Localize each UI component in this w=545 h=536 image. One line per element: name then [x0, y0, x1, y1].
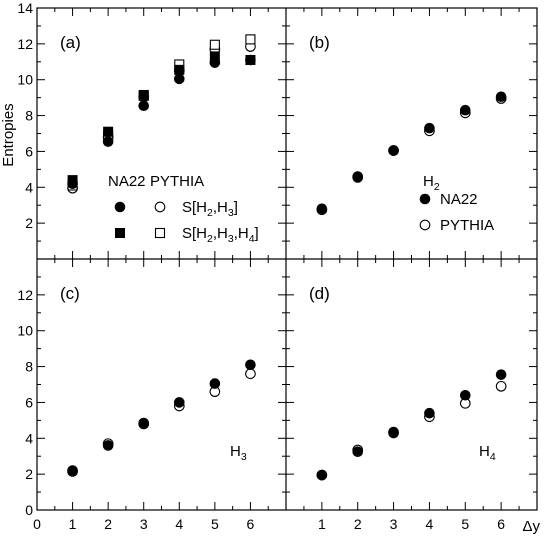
- data-point: [209, 378, 221, 389]
- x-tick-label: 0: [33, 516, 41, 532]
- data-point: [103, 126, 114, 137]
- panel-d: 1 2 3 4 5 6 (d) H4​: [285, 258, 538, 532]
- data-point: [245, 368, 256, 380]
- x-axis-title: Δy: [522, 518, 540, 535]
- data-point: [424, 407, 435, 419]
- y-tick-label: 10: [17, 323, 33, 339]
- legend-marker: [114, 201, 126, 213]
- y-tick-label: 10: [17, 72, 33, 88]
- data-point: [67, 465, 78, 476]
- x-tick-label: 2: [104, 516, 112, 532]
- x-tick-label: 5: [461, 516, 469, 532]
- data-point: [316, 469, 328, 481]
- panel-label: (b): [309, 33, 330, 52]
- y-tick-label: 0: [25, 502, 33, 518]
- legend-marker-na22: [419, 193, 431, 205]
- data-point: [209, 51, 220, 62]
- y-tick-label: 2: [25, 215, 33, 231]
- data-point: [102, 440, 114, 451]
- x-tick-label: 4: [426, 516, 434, 532]
- y-tick-label: 4: [25, 179, 33, 195]
- x-tick-label: 2: [354, 516, 362, 532]
- data-point: [245, 54, 256, 65]
- x-tick-label: 6: [247, 516, 255, 532]
- y-axis-title: Entropies: [0, 103, 17, 166]
- legend-marker: [154, 227, 166, 239]
- data-point: [495, 91, 507, 103]
- data-point: [388, 426, 399, 438]
- x-tick-label: 3: [140, 516, 148, 532]
- data-point: [102, 136, 114, 147]
- x-tick-label: 1: [69, 516, 77, 532]
- data-point: [138, 417, 150, 429]
- data-point: [388, 145, 399, 156]
- y-tick-label: 12: [17, 287, 33, 303]
- data-point: [495, 380, 507, 392]
- data-point: [459, 104, 471, 116]
- y-tick-label: 6: [25, 394, 33, 410]
- data-point: [424, 122, 435, 134]
- legend-marker: [154, 201, 166, 213]
- x-tick-label: 1: [318, 516, 326, 532]
- legend-marker: [115, 228, 125, 238]
- x-tick-label: 3: [390, 516, 398, 532]
- data-point: [138, 100, 150, 112]
- x-tick-label: 4: [175, 516, 183, 532]
- panel-label: (d): [309, 284, 330, 303]
- x-tick-label: 6: [497, 516, 505, 532]
- y-tick-label: 8: [25, 108, 33, 124]
- panel-tag: H4​: [479, 443, 496, 463]
- legend-row-label: S[H2​,H3​,H4​]: [182, 225, 259, 245]
- x-tick-label: 5: [211, 516, 219, 532]
- data-point: [459, 389, 471, 401]
- panel-tag: H2​: [423, 173, 440, 193]
- data-point: [495, 369, 507, 380]
- data-point: [67, 175, 78, 186]
- legend-col-header: PYTHIA: [150, 173, 204, 190]
- y-tick-label: 2: [25, 466, 33, 482]
- legend-label: PYTHIA: [440, 217, 494, 234]
- panel-label: (a): [60, 33, 81, 52]
- data-point: [352, 171, 364, 182]
- data-point: [138, 89, 149, 100]
- y-tick-label: 6: [25, 143, 33, 159]
- data-point: [174, 64, 185, 75]
- y-tick-label: 8: [25, 359, 33, 375]
- panel-b: (b) H2​NA22 PYTHIA: [285, 7, 538, 260]
- legend-label: NA22: [440, 191, 478, 208]
- data-point: [209, 39, 220, 50]
- panel-tag: H3​: [230, 443, 247, 463]
- y-tick-label: 12: [17, 36, 33, 52]
- legend-col-header: NA22: [108, 173, 146, 190]
- y-tick-label: 14: [17, 0, 33, 16]
- y-tick-label: 4: [25, 430, 33, 446]
- data-point: [173, 73, 185, 85]
- legend-row-label: S[H2​,H3​]: [182, 199, 238, 219]
- panel-label: (c): [60, 284, 80, 303]
- legend-marker-pythia: [419, 219, 431, 231]
- data-point: [173, 397, 185, 408]
- data-point: [245, 34, 256, 45]
- data-point: [245, 359, 256, 371]
- data-point: [352, 446, 364, 458]
- data-point: [316, 203, 328, 215]
